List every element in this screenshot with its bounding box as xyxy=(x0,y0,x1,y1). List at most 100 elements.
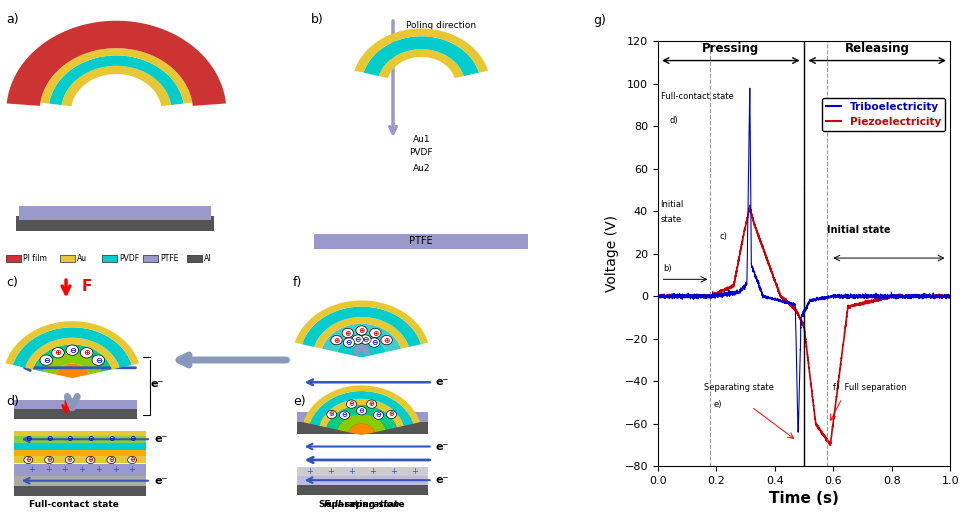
Text: +: + xyxy=(61,465,68,474)
Text: ⊕: ⊕ xyxy=(129,457,135,463)
Text: e⁻: e⁻ xyxy=(436,377,449,387)
Text: f): f) xyxy=(293,276,302,289)
Text: Separating state: Separating state xyxy=(705,383,775,392)
Bar xyxy=(297,485,427,495)
Text: e⁻: e⁻ xyxy=(154,476,167,486)
Text: +: + xyxy=(79,465,85,474)
Text: Au1: Au1 xyxy=(413,135,430,145)
Circle shape xyxy=(340,411,349,419)
Text: Initial: Initial xyxy=(660,200,684,209)
Text: Full-separation: Full-separation xyxy=(324,499,399,509)
Polygon shape xyxy=(25,338,120,369)
Text: ⊖: ⊖ xyxy=(129,434,135,443)
Circle shape xyxy=(86,456,95,464)
Circle shape xyxy=(367,400,376,408)
Text: ⊖: ⊖ xyxy=(342,412,348,418)
Bar xyxy=(13,476,146,486)
Circle shape xyxy=(40,355,53,365)
Polygon shape xyxy=(56,364,89,378)
Polygon shape xyxy=(7,21,226,106)
Bar xyxy=(13,409,137,419)
Text: PVDF: PVDF xyxy=(410,148,433,157)
Text: ⊕: ⊕ xyxy=(389,411,395,418)
Circle shape xyxy=(356,407,367,415)
Text: e⁻: e⁻ xyxy=(436,441,449,452)
Polygon shape xyxy=(61,66,171,106)
Polygon shape xyxy=(310,391,413,426)
Text: ⊖: ⊖ xyxy=(359,408,365,414)
Text: ⊖: ⊖ xyxy=(95,356,102,365)
Text: b): b) xyxy=(663,264,672,273)
Text: Poling direction: Poling direction xyxy=(405,21,476,30)
Text: −: − xyxy=(306,476,313,485)
Polygon shape xyxy=(379,49,464,78)
Text: c): c) xyxy=(719,232,727,241)
Polygon shape xyxy=(319,399,404,427)
Polygon shape xyxy=(354,28,488,73)
Text: −: − xyxy=(412,476,419,485)
Text: PVDF: PVDF xyxy=(119,254,139,263)
Circle shape xyxy=(356,326,368,335)
Text: ⊖: ⊖ xyxy=(362,335,369,344)
Text: −: − xyxy=(370,476,376,485)
Text: +: + xyxy=(28,465,35,474)
Text: −: − xyxy=(28,476,35,485)
Text: ⊕: ⊕ xyxy=(46,457,52,463)
Text: ⊕: ⊕ xyxy=(369,401,374,407)
Polygon shape xyxy=(323,324,401,352)
Text: b): b) xyxy=(311,13,324,26)
Bar xyxy=(19,206,210,220)
Text: PI film: PI film xyxy=(23,254,47,263)
Text: ⊖: ⊖ xyxy=(87,434,94,443)
Bar xyxy=(143,255,158,262)
Text: −: − xyxy=(61,476,68,485)
Circle shape xyxy=(369,338,380,347)
Text: ⊖: ⊖ xyxy=(66,434,73,443)
Text: +: + xyxy=(370,467,376,476)
Circle shape xyxy=(331,336,342,345)
Text: ⊖: ⊖ xyxy=(46,434,52,443)
Text: state: state xyxy=(660,215,682,224)
Circle shape xyxy=(128,456,136,464)
Bar xyxy=(13,464,146,476)
Text: Pressing: Pressing xyxy=(702,42,759,55)
Text: Releasing: Releasing xyxy=(845,42,910,55)
Bar xyxy=(297,476,427,485)
Text: ⊕: ⊕ xyxy=(328,411,335,418)
Text: −: − xyxy=(79,476,85,485)
Legend: Triboelectricity, Piezoelectricity: Triboelectricity, Piezoelectricity xyxy=(822,97,946,131)
Text: e): e) xyxy=(713,400,722,409)
Circle shape xyxy=(381,336,393,345)
Circle shape xyxy=(66,345,79,355)
Text: ⊕: ⊕ xyxy=(358,326,365,335)
Polygon shape xyxy=(12,327,132,368)
Polygon shape xyxy=(49,55,183,105)
Polygon shape xyxy=(348,424,375,435)
Bar xyxy=(315,234,528,249)
Text: Au2: Au2 xyxy=(413,164,430,173)
Circle shape xyxy=(342,328,353,338)
Text: −: − xyxy=(45,476,52,485)
Bar xyxy=(13,443,146,450)
Text: +: + xyxy=(129,465,135,474)
Text: −: − xyxy=(111,476,119,485)
Bar xyxy=(297,422,427,434)
Text: ⊕: ⊕ xyxy=(108,457,114,463)
Text: −: − xyxy=(348,476,355,485)
Polygon shape xyxy=(303,385,420,424)
Text: PTFE: PTFE xyxy=(410,236,433,247)
Text: +: + xyxy=(45,465,52,474)
Circle shape xyxy=(45,456,54,464)
Text: ⊕: ⊕ xyxy=(55,348,61,357)
Polygon shape xyxy=(337,337,386,357)
Text: ⊖: ⊖ xyxy=(371,338,377,347)
Text: F: F xyxy=(82,279,92,294)
Text: −: − xyxy=(327,476,334,485)
Bar xyxy=(13,456,146,463)
Text: f)  Full separation: f) Full separation xyxy=(833,383,907,392)
Circle shape xyxy=(373,411,384,419)
Text: Initial state: Initial state xyxy=(828,225,891,235)
Bar xyxy=(13,450,146,456)
Text: e⁻: e⁻ xyxy=(151,379,164,390)
Text: PTFE: PTFE xyxy=(160,254,179,263)
